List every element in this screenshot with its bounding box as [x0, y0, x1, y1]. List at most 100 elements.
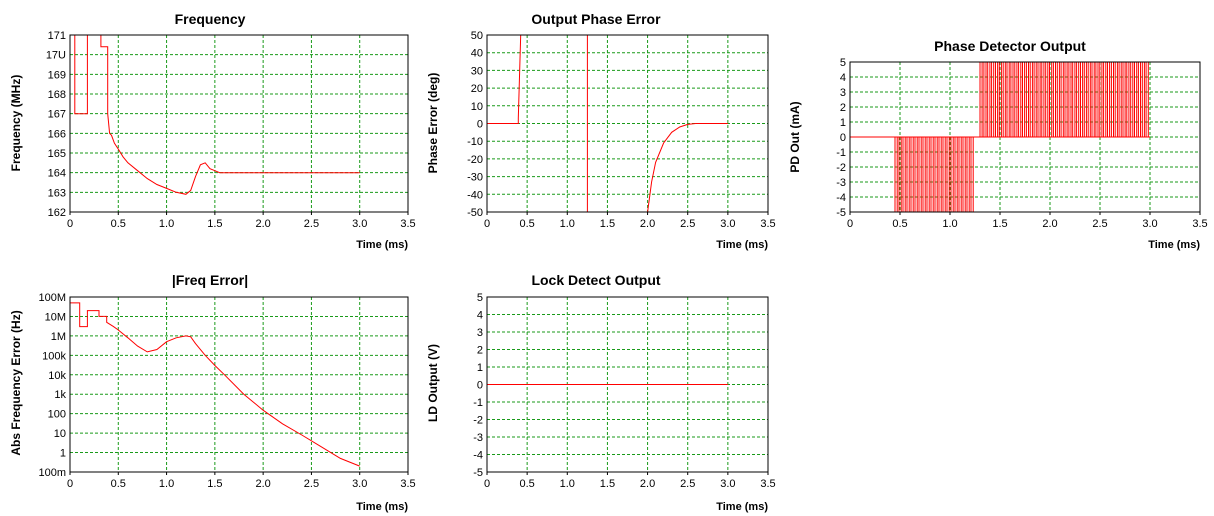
x-tick-label: 3.5 — [400, 478, 415, 490]
frequency-chart: Frequency Time (ms) Frequency (MHz) 0 0.5… — [9, 11, 416, 251]
x-tick-label: 2.0 — [1042, 218, 1057, 230]
y-tick-label: -10 — [467, 136, 483, 148]
x-tick-label: 1.0 — [159, 478, 174, 490]
y-tick-label: -1 — [473, 397, 483, 409]
y-tick-label: -5 — [836, 207, 846, 219]
phase-detector-plot-frame — [849, 61, 1201, 213]
x-tick-label: 1.5 — [992, 218, 1007, 230]
y-tick-label: 17U — [46, 50, 66, 62]
x-tick-label: 3.5 — [400, 218, 415, 230]
y-tick-label: -2 — [836, 162, 846, 174]
x-tick-label: 0.5 — [519, 478, 534, 490]
x-tick-label: 2.5 — [680, 478, 695, 490]
x-tick-label: 3.0 — [352, 218, 367, 230]
x-tick-label: 1.0 — [560, 218, 575, 230]
x-tick-label: 2.0 — [255, 218, 270, 230]
lock-detect-chart-title: Lock Detect Output — [531, 272, 660, 288]
y-tick-label: 1 — [477, 362, 483, 374]
freq-error-plot-frame — [69, 296, 409, 473]
y-tick-label: 10 — [471, 101, 483, 113]
x-tick-label: 1.0 — [159, 218, 174, 230]
y-tick-label: -1 — [836, 147, 846, 159]
x-tick-label: 3.5 — [760, 478, 775, 490]
y-tick-label: 165 — [48, 148, 66, 160]
x-tick-label: 2.0 — [640, 478, 655, 490]
frequency-plot-frame — [69, 34, 409, 213]
y-tick-label: 3 — [840, 87, 846, 99]
x-tick-label: 3.0 — [720, 478, 735, 490]
y-tick-label: -4 — [836, 192, 846, 204]
x-tick-label: 3.0 — [720, 218, 735, 230]
x-tick-label: 3.0 — [1142, 218, 1157, 230]
y-tick-label: -4 — [473, 450, 483, 462]
frequency-chart-ylabel: Frequency (MHz) — [9, 75, 23, 172]
x-tick-label: 2.5 — [680, 218, 695, 230]
x-tick-label: 0.5 — [111, 478, 126, 490]
lock-detect-plot-frame — [486, 296, 769, 473]
lock-detect-chart: Lock Detect Output Time (ms) LD Output (… — [426, 272, 776, 513]
freq-error-chart-xlabel: Time (ms) — [356, 501, 408, 513]
phase-detector-chart-title: Phase Detector Output — [934, 38, 1086, 54]
y-tick-label: 100M — [38, 292, 66, 304]
y-tick-label: 5 — [840, 57, 846, 69]
x-tick-label: 1.0 — [942, 218, 957, 230]
freq-error-chart: |Freq Error| Time (ms) Abs Frequency Err… — [9, 272, 416, 513]
y-tick-label: 10 — [54, 428, 66, 440]
phase-error-grid — [487, 34, 769, 212]
y-tick-label: 100 — [48, 409, 66, 421]
y-tick-label: 5 — [477, 292, 483, 304]
x-tick-label: 3.0 — [352, 478, 367, 490]
x-tick-label: 1.5 — [600, 218, 615, 230]
x-tick-label: 1.5 — [600, 478, 615, 490]
y-tick-label: 0 — [477, 119, 483, 131]
y-tick-label: 1 — [60, 448, 66, 460]
freq-error-series-line — [70, 302, 360, 467]
y-tick-label: 2 — [840, 102, 846, 114]
frequency-traces — [70, 34, 360, 195]
x-tick-label: 1.5 — [207, 218, 222, 230]
y-tick-label: 3 — [477, 327, 483, 339]
lock-detect-chart-xlabel: Time (ms) — [716, 501, 768, 513]
lock-detect-chart-ylabel: LD Output (V) — [426, 344, 440, 422]
x-tick-label: 3.5 — [1192, 218, 1207, 230]
phase-detector-pulse-train — [979, 61, 1149, 137]
y-tick-label: 163 — [48, 187, 66, 199]
frequency-chart-title: Frequency — [175, 11, 246, 27]
y-tick-label: 168 — [48, 89, 66, 101]
x-tick-label: 0 — [484, 478, 490, 490]
frequency-chart-xlabel: Time (ms) — [356, 239, 408, 251]
freq-error-chart-ylabel: Abs Frequency Error (Hz) — [9, 310, 23, 455]
phase-detector-chart-xlabel: Time (ms) — [1148, 239, 1200, 251]
frequency-grid — [70, 34, 409, 212]
phase-error-chart: Output Phase Error Time (ms) Phase Error… — [426, 11, 776, 251]
freq-error-chart-title: |Freq Error| — [172, 272, 248, 288]
phase-error-traces — [487, 34, 728, 213]
x-tick-label: 0.5 — [111, 218, 126, 230]
y-tick-label: 169 — [48, 69, 66, 81]
y-tick-label: -3 — [836, 177, 846, 189]
y-tick-label: 2 — [477, 345, 483, 357]
y-tick-label: 20 — [471, 83, 483, 95]
x-tick-label: 0 — [484, 218, 490, 230]
phase-error-chart-xlabel: Time (ms) — [716, 239, 768, 251]
freq-error-grid — [70, 296, 409, 472]
y-tick-label: 0 — [477, 380, 483, 392]
freq-error-traces — [70, 302, 360, 467]
y-tick-label: 1M — [51, 331, 66, 343]
y-tick-label: -50 — [467, 207, 483, 219]
x-tick-label: 2.5 — [304, 218, 319, 230]
y-tick-label: -20 — [467, 154, 483, 166]
phase-error-series-line — [487, 34, 522, 124]
phase-error-chart-ylabel: Phase Error (deg) — [426, 73, 440, 174]
y-tick-label: 4 — [477, 310, 483, 322]
phase-error-series-line — [647, 123, 728, 213]
y-tick-label: 1k — [54, 389, 66, 401]
y-tick-label: -3 — [473, 432, 483, 444]
y-tick-label: 10M — [45, 311, 66, 323]
phase-detector-pulse-train — [894, 137, 974, 213]
phase-error-chart-title: Output Phase Error — [531, 11, 661, 27]
y-tick-label: 166 — [48, 128, 66, 140]
phase-error-plot-frame — [486, 34, 769, 213]
y-tick-label: 30 — [471, 65, 483, 77]
y-tick-label: 171 — [48, 30, 66, 42]
